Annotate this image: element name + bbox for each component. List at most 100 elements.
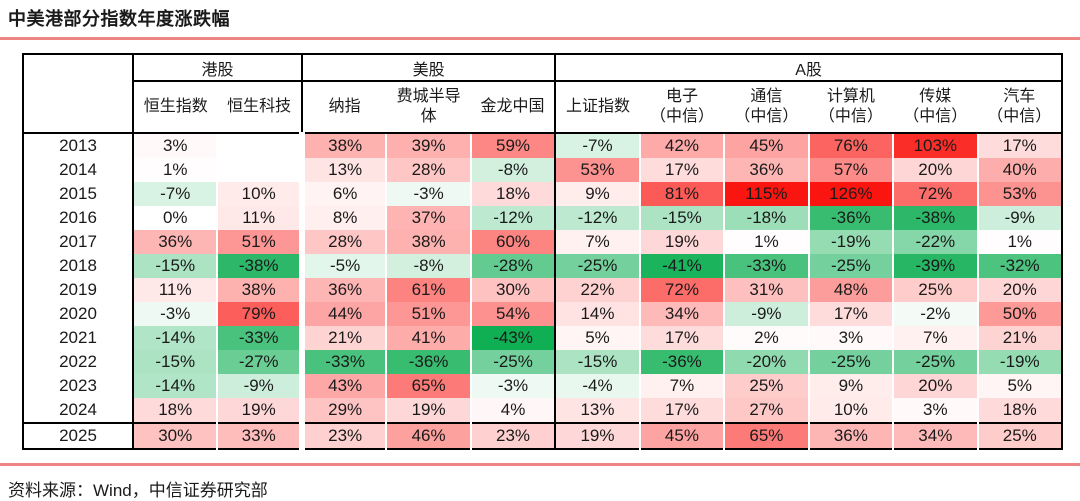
year-cell: 2017	[23, 230, 134, 254]
value-cell: 76%	[808, 133, 895, 158]
value-cell: 11%	[217, 206, 305, 230]
value-cell: -25%	[893, 350, 979, 374]
value-cell: 7%	[893, 326, 979, 350]
value-cell: 50%	[977, 302, 1062, 326]
year-cell: 2013	[23, 133, 134, 158]
column-header: 上证指数	[554, 81, 640, 134]
table-row: 2013 3% 38% 39% 59% -7% 42% 45% 76% 103% 17%	[23, 133, 1062, 158]
value-cell: 6%	[301, 182, 388, 206]
value-cell: 20%	[893, 374, 979, 398]
value-cell: 103%	[893, 133, 979, 158]
value-cell: 4%	[470, 398, 557, 423]
value-cell: -25%	[555, 254, 641, 278]
value-cell: -36%	[639, 350, 726, 374]
value-cell: -7%	[133, 182, 219, 206]
value-cell	[217, 133, 305, 158]
table-header: 港股 美股 A股 恒生指数 恒生科技 纳指 费城半导体 金龙中国 上证指数 电子 （中信） 通信 （…	[23, 54, 1062, 134]
value-cell: 45%	[639, 422, 726, 449]
value-cell: -33%	[724, 254, 810, 278]
value-cell: 25%	[724, 374, 810, 398]
table-row: 2020 -3% 79% 44% 51% 54% 14% 34% -9% 17% -2% 50%	[23, 302, 1062, 326]
value-cell: 41%	[386, 326, 472, 350]
year-cell: 2021	[23, 326, 134, 350]
value-cell: -36%	[808, 206, 895, 230]
year-cell: 2019	[23, 278, 134, 302]
value-cell: 28%	[386, 158, 472, 182]
value-cell: 30%	[133, 422, 219, 449]
value-cell: 21%	[301, 326, 388, 350]
column-header: 通信 （中信）	[724, 81, 809, 134]
value-cell: 17%	[977, 133, 1062, 158]
heatmap-table: 港股 美股 A股 恒生指数 恒生科技 纳指 费城半导体 金龙中国 上证指数 电子 （中信） 通信 （…	[22, 53, 1063, 450]
group-header: 美股	[300, 54, 556, 82]
value-cell: -32%	[977, 254, 1062, 278]
value-cell: 45%	[724, 133, 810, 158]
year-cell: 2023	[23, 374, 134, 398]
value-cell: 19%	[386, 398, 472, 423]
value-cell: -38%	[893, 206, 979, 230]
footer-rule	[0, 463, 1080, 466]
year-cell: 2016	[23, 206, 134, 230]
value-cell: 126%	[808, 182, 895, 206]
value-cell: -15%	[133, 350, 219, 374]
value-cell: 17%	[639, 398, 726, 423]
column-header: 恒生科技	[217, 81, 302, 134]
table-row: 2025 30% 33% 23% 46% 23% 19% 45% 65% 36% 34% 25%	[23, 422, 1062, 449]
value-cell: 38%	[217, 278, 305, 302]
value-cell: -22%	[893, 230, 979, 254]
value-cell: -8%	[386, 254, 472, 278]
table-row: 2023 -14% -9% 43% 65% -3% -4% 7% 25% 9% 20% 5%	[23, 374, 1062, 398]
value-cell: 25%	[893, 278, 979, 302]
column-header: 费城半导体	[386, 81, 471, 134]
value-cell: -39%	[893, 254, 979, 278]
value-cell: 11%	[133, 278, 219, 302]
value-cell: 42%	[639, 133, 726, 158]
value-cell: 20%	[977, 278, 1062, 302]
value-cell: 13%	[555, 398, 641, 423]
value-cell: -28%	[470, 254, 557, 278]
value-cell: 51%	[386, 302, 472, 326]
group-header: 港股	[132, 54, 302, 82]
value-cell: 39%	[386, 133, 472, 158]
value-cell: -8%	[470, 158, 557, 182]
value-cell: -43%	[470, 326, 557, 350]
value-cell: 3%	[808, 326, 895, 350]
value-cell: -3%	[470, 374, 557, 398]
value-cell: 27%	[724, 398, 810, 423]
value-cell: 53%	[977, 182, 1062, 206]
value-cell: -19%	[977, 350, 1062, 374]
year-cell: 2024	[23, 398, 134, 423]
value-cell: -3%	[386, 182, 472, 206]
value-cell: 46%	[386, 422, 472, 449]
value-cell: 10%	[217, 182, 305, 206]
value-cell: 19%	[217, 398, 305, 423]
table-row: 2015 -7% 10% 6% -3% 18% 9% 81% 115% 126% 72% 53%	[23, 182, 1062, 206]
value-cell: -15%	[639, 206, 726, 230]
value-cell: -12%	[470, 206, 557, 230]
value-cell: 10%	[808, 398, 895, 423]
table-row: 2021 -14% -33% 21% 41% -43% 5% 17% 2% 3% 7% 21%	[23, 326, 1062, 350]
value-cell: 8%	[301, 206, 388, 230]
value-cell: 33%	[217, 422, 305, 449]
source-note: 资料来源：Wind，中信证券研究部	[8, 481, 268, 500]
value-cell: 61%	[386, 278, 472, 302]
value-cell: 14%	[555, 302, 641, 326]
title-rule	[0, 37, 1080, 40]
value-cell: -12%	[555, 206, 641, 230]
value-cell: 17%	[639, 326, 726, 350]
value-cell: 7%	[639, 374, 726, 398]
value-cell: 2%	[724, 326, 810, 350]
table-row: 2022 -15% -27% -33% -36% -25% -15% -36% -20% -25%…	[23, 350, 1062, 374]
value-cell: -18%	[724, 206, 810, 230]
value-cell: 23%	[301, 422, 388, 449]
value-cell: 51%	[217, 230, 305, 254]
value-cell: -7%	[555, 133, 641, 158]
value-cell: 18%	[977, 398, 1062, 423]
value-cell: -19%	[808, 230, 895, 254]
value-cell: 36%	[133, 230, 219, 254]
value-cell: 29%	[301, 398, 388, 423]
value-cell: 13%	[301, 158, 388, 182]
value-cell: -20%	[724, 350, 810, 374]
value-cell: 115%	[724, 182, 810, 206]
value-cell: 3%	[893, 398, 979, 423]
